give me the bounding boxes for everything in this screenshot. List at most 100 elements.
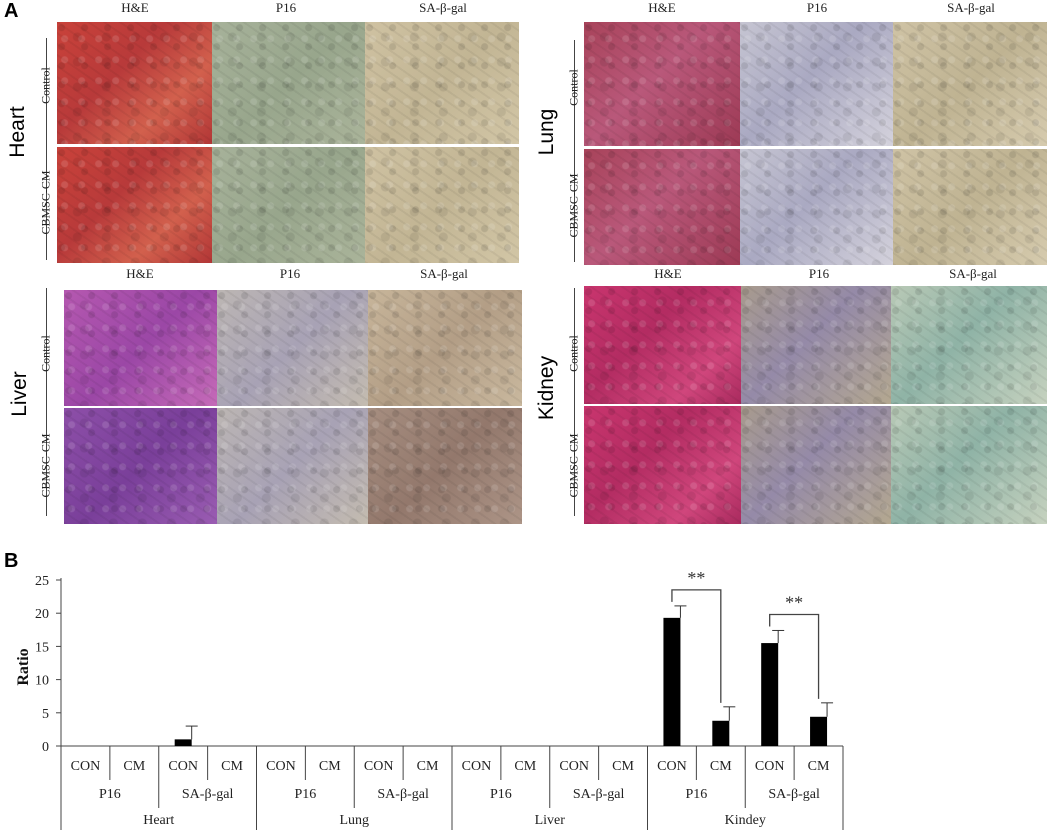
micrograph-lung-control-p16 [740, 22, 893, 146]
micrograph-lung-cm-p16 [740, 149, 893, 265]
micrograph-lung-control-he [584, 22, 740, 146]
category-label: CON [559, 759, 589, 774]
col-header-sa-beta-gal: SA-β-gal [949, 266, 997, 281]
heart-image-group: Heart Control CBMSC-CM H&E P16 SA-β-gal [0, 0, 530, 265]
micrograph-kidney-cm-p16 [741, 406, 891, 524]
row-label-control: Control [38, 67, 53, 104]
stain-group-label: SA-β-gal [573, 787, 625, 802]
micrograph-lung-cm-he [584, 149, 740, 265]
category-label: CM [417, 759, 439, 774]
micrograph-kidney-cm-sa [891, 406, 1047, 524]
panel-b-label: B [4, 550, 19, 572]
col-header-he: H&E [121, 0, 149, 15]
y-axis-title: Ratio [15, 648, 32, 685]
micrograph-kidney-control-sa [891, 286, 1047, 404]
row-label-cbmsc-cm: CBMSC-CM [566, 433, 581, 498]
organ-group-label: Kindey [725, 813, 766, 828]
organ-label-heart: Heart [6, 106, 29, 158]
col-header-he: H&E [654, 266, 682, 281]
category-label: CM [612, 759, 634, 774]
micrograph-heart-cm-sa [365, 147, 519, 263]
bar [174, 739, 192, 746]
category-label: CON [657, 759, 687, 774]
lung-image-group: Lung Control CBMSC-CM H&E P16 SA-β-gal [530, 0, 1052, 268]
stain-group-label: SA-β-gal [768, 787, 820, 802]
category-label: CON [71, 759, 101, 774]
category-label: CON [266, 759, 296, 774]
col-header-p16: P16 [275, 0, 297, 15]
row-divider-line [46, 38, 47, 260]
stain-group-label: P16 [294, 787, 316, 802]
bar [761, 643, 779, 746]
micrograph-liver-control-sa [368, 290, 522, 406]
col-header-p16: P16 [808, 266, 830, 281]
category-label: CM [319, 759, 341, 774]
micrograph-heart-cm-he [57, 147, 212, 263]
row-label-cbmsc-cm: CBMSC-CM [566, 173, 581, 238]
micrograph-liver-cm-sa [368, 408, 522, 524]
significance-bracket [769, 613, 820, 699]
stain-group-label: P16 [99, 787, 121, 802]
micrograph-heart-control-he [57, 22, 212, 144]
micrograph-heart-cm-p16 [212, 147, 365, 263]
significance-bracket [671, 589, 722, 703]
panel-a-label: A [4, 0, 19, 22]
organ-label-liver: Liver [8, 371, 31, 417]
micrograph-liver-control-p16 [217, 290, 368, 406]
category-label: CM [221, 759, 243, 774]
micrograph-liver-control-he [64, 290, 217, 406]
bar [810, 716, 828, 746]
stain-group-label: P16 [685, 787, 707, 802]
bar-chart: 0 5 10 15 20 25 Ratio CON CM CON CM CON CM CON CM CON CM… [15, 568, 844, 830]
category-label: CON [168, 759, 198, 774]
y-tick-label: 5 [42, 707, 49, 722]
micrograph-heart-control-sa [365, 22, 519, 144]
category-label: CM [710, 759, 732, 774]
col-header-sa-beta-gal: SA-β-gal [419, 0, 467, 15]
micrograph-lung-cm-sa [893, 149, 1047, 265]
bar [663, 617, 681, 746]
micrograph-kidney-control-he [584, 286, 741, 404]
category-label: CON [364, 759, 394, 774]
organ-label-kidney: Kidney [535, 355, 558, 421]
micrograph-liver-cm-p16 [217, 408, 368, 524]
stain-group-label: SA-β-gal [377, 787, 429, 802]
y-tick-label: 0 [42, 740, 49, 755]
row-label-cbmsc-cm: CBMSC-CM [38, 433, 53, 498]
col-header-he: H&E [126, 266, 154, 281]
row-label-control: Control [566, 69, 581, 106]
row-label-cbmsc-cm: CBMSC-CM [38, 170, 53, 235]
micrograph-lung-control-sa [893, 22, 1047, 146]
category-label: CON [462, 759, 492, 774]
micrograph-heart-control-p16 [212, 22, 365, 144]
row-divider-line [46, 288, 47, 516]
col-header-p16: P16 [806, 0, 828, 15]
micrograph-kidney-control-p16 [741, 286, 891, 404]
significance-label: ** [785, 592, 803, 612]
micrograph-liver-cm-he [64, 408, 217, 524]
organ-group-label: Liver [535, 813, 566, 828]
category-label: CON [755, 759, 785, 774]
category-label: CM [514, 759, 536, 774]
bar [712, 720, 730, 746]
organ-group-label: Lung [339, 813, 369, 828]
col-header-p16: P16 [279, 266, 301, 281]
y-tick-label: 20 [35, 607, 49, 622]
organ-group-label: Heart [143, 813, 174, 828]
col-header-sa-beta-gal: SA-β-gal [420, 266, 468, 281]
organ-label-lung: Lung [535, 108, 558, 156]
stain-group-label: P16 [490, 787, 512, 802]
significance-label: ** [687, 568, 705, 588]
col-header-he: H&E [648, 0, 676, 15]
category-label: CM [808, 759, 830, 774]
liver-image-group: Liver Control CBMSC-CM H&E P16 SA-β-gal [0, 266, 530, 526]
row-label-control: Control [566, 335, 581, 372]
y-tick-label: 10 [35, 674, 49, 689]
stain-group-label: SA-β-gal [182, 787, 234, 802]
y-tick-label: 15 [35, 640, 49, 655]
row-divider-line [574, 288, 575, 516]
micrograph-kidney-cm-he [584, 406, 741, 524]
row-label-control: Control [38, 335, 53, 372]
y-tick-label: 25 [35, 574, 49, 589]
category-label: CM [123, 759, 145, 774]
